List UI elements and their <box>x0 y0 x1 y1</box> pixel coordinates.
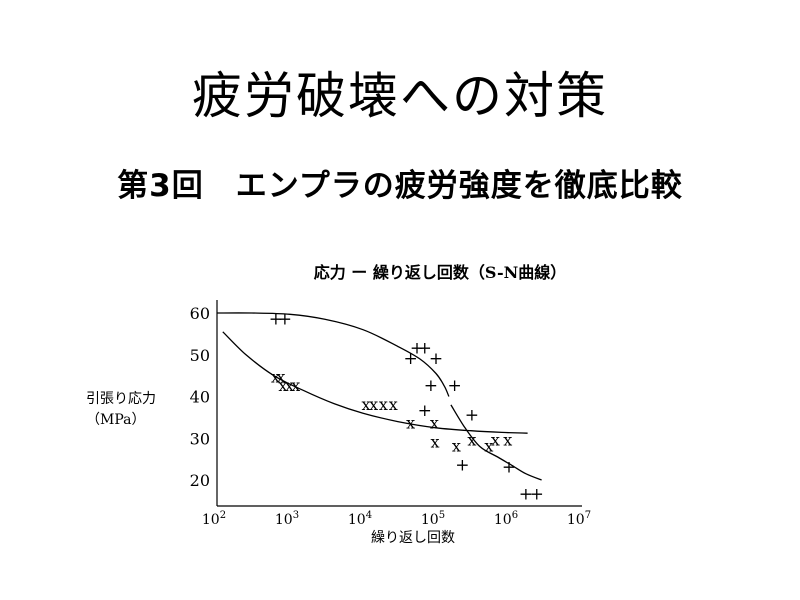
x-marker: x <box>491 430 500 449</box>
y-tick-label: 30 <box>190 429 210 448</box>
x-tick-label: 103 <box>275 510 299 528</box>
x-tick-label: 102 <box>202 510 226 528</box>
plus-marker: + <box>418 338 432 358</box>
chart-title: 応力 ー 繰り返し回数（S-N曲線） <box>314 263 567 282</box>
y-axis-label-line: 引張り応力 <box>86 391 156 407</box>
fit-curves <box>216 312 542 481</box>
plus-marker: + <box>455 455 469 475</box>
fit-curve <box>216 312 450 397</box>
x-marker: x <box>379 395 388 414</box>
x-marker: x <box>362 395 371 414</box>
plus-marker: + <box>502 457 516 477</box>
x-marker: x <box>452 437 461 456</box>
plus-marker: + <box>278 309 292 329</box>
x-tick-label: 106 <box>494 510 518 528</box>
x-tick-label: 107 <box>567 510 591 528</box>
x-marker: x <box>389 395 398 414</box>
fit-curve <box>450 404 542 481</box>
fit-curve <box>222 331 528 434</box>
plus-marker: + <box>448 376 462 396</box>
y-axis-label-line: （MPa） <box>86 412 145 428</box>
plus-marker: + <box>424 376 438 396</box>
x-marker: x <box>467 430 476 449</box>
plus-marker: + <box>269 309 283 329</box>
x-marker: x <box>406 414 415 433</box>
plus-marker: + <box>465 405 479 425</box>
plus-marker: + <box>404 349 418 369</box>
plus-marker: + <box>410 338 424 358</box>
plus-marker: + <box>429 349 443 369</box>
plus-marker: + <box>418 401 432 421</box>
x-tick-label: 104 <box>348 510 372 528</box>
y-tick-label: 50 <box>190 346 210 365</box>
x-marker: x <box>484 437 493 456</box>
x-tick-label: 105 <box>421 510 445 528</box>
x-marker: x <box>278 376 287 395</box>
y-axis-label: 引張り応力 （MPa） <box>86 391 156 428</box>
y-tick-label: 60 <box>190 304 210 323</box>
x-marker: x <box>430 414 439 433</box>
x-marker: x <box>285 376 294 395</box>
x-marker: x <box>291 376 300 395</box>
x-marker: x <box>271 368 280 387</box>
x-marker: x <box>369 395 378 414</box>
x-tick-labels: 102 103 104 105 106 107 <box>202 510 591 528</box>
x-marker: x <box>431 432 440 451</box>
y-tick-label: 20 <box>190 471 210 490</box>
plus-marker: + <box>519 485 533 505</box>
y-tick-labels: 20 30 40 50 60 <box>190 304 210 490</box>
slide-title: 疲労破壊への対策 <box>192 67 608 125</box>
y-tick-label: 40 <box>190 388 210 407</box>
slide-subtitle: 第3回 エンプラの疲労強度を徹底比較 <box>117 168 683 204</box>
x-axis-label: 繰り返し回数 <box>371 530 455 546</box>
x-marker: x <box>503 430 512 449</box>
plus-marker: + <box>530 485 544 505</box>
x-marker: x <box>276 368 285 387</box>
